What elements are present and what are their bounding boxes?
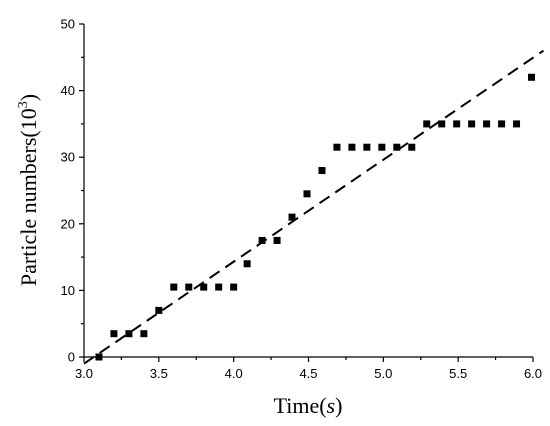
data-point (408, 143, 416, 151)
x-tick-label: 3.0 (75, 366, 93, 381)
data-point (258, 236, 266, 244)
data-point (215, 283, 223, 291)
data-point (483, 120, 491, 128)
data-point (348, 143, 356, 151)
data-point (318, 167, 326, 175)
y-tick-label: 40 (61, 83, 75, 98)
data-point (363, 143, 371, 151)
x-tick-label: 3.5 (150, 366, 168, 381)
data-point (273, 236, 281, 244)
x-tick-label: 5.5 (449, 366, 467, 381)
y-axis-title: Particle numbers(103) (16, 94, 41, 286)
data-point (288, 213, 296, 221)
x-tick-label: 4.0 (225, 366, 243, 381)
data-point (423, 120, 431, 128)
data-point (170, 283, 178, 291)
y-tick-label: 10 (61, 283, 75, 298)
data-point (155, 306, 163, 314)
y-tick-label: 0 (68, 350, 75, 365)
data-point (498, 120, 506, 128)
fit-line (83, 49, 545, 365)
data-point (200, 283, 208, 291)
x-tick-label: 4.5 (299, 366, 317, 381)
x-axis-title: Time(s) (274, 393, 343, 418)
data-point (303, 190, 311, 198)
fit-line-layer (83, 49, 545, 365)
x-tick-label: 5.0 (374, 366, 392, 381)
y-tick-label: 50 (61, 17, 75, 32)
data-point (513, 120, 521, 128)
data-point (230, 283, 238, 291)
data-point (378, 143, 386, 151)
data-point (453, 120, 461, 128)
data-point (333, 143, 341, 151)
data-point (468, 120, 476, 128)
y-tick-label: 30 (61, 150, 75, 165)
data-point (185, 283, 193, 291)
y-tick-label: 20 (61, 216, 75, 231)
data-point (393, 143, 401, 151)
data-point (110, 330, 118, 338)
data-point (243, 260, 251, 268)
data-point (528, 73, 536, 81)
data-point (438, 120, 446, 128)
x-tick-label: 6.0 (524, 366, 542, 381)
tick-labels: 3.0 3.5 4.0 4.5 5.0 5.5 6.0 0 10 20 30 40 50 (61, 17, 543, 382)
axes (79, 23, 534, 362)
data-point (140, 330, 148, 338)
data-point (125, 330, 133, 338)
data-points (95, 73, 536, 361)
